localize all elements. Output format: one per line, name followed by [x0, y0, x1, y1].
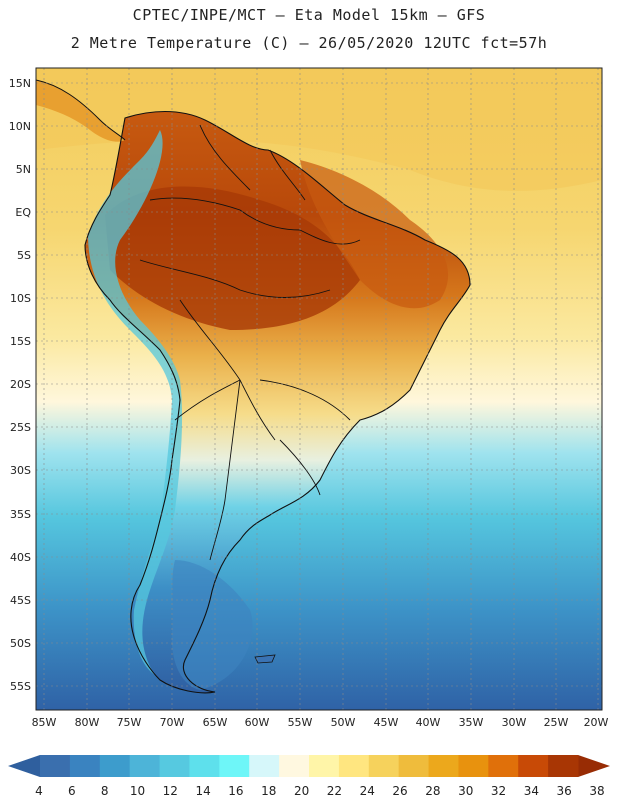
- lon-label: 60W: [245, 716, 270, 729]
- map-border: [35, 67, 603, 711]
- lat-label: 15S: [10, 335, 31, 348]
- colorbar-tick-label: 28: [425, 784, 440, 798]
- lon-label: 45W: [374, 716, 399, 729]
- lat-label: 25S: [10, 421, 31, 434]
- lon-label: 40W: [416, 716, 441, 729]
- colorbar-tick-label: 24: [360, 784, 375, 798]
- colorbar-swatch: [219, 755, 250, 777]
- map-title-line1: CPTEC/INPE/MCT – Eta Model 15km – GFS: [132, 6, 486, 24]
- colorbar-swatch: [279, 755, 310, 777]
- colorbar-swatch: [309, 755, 340, 777]
- colorbar-tick-label: 14: [195, 784, 210, 798]
- colorbar-high-arrow: [578, 755, 610, 777]
- colorbar-swatch: [99, 755, 131, 777]
- colorbar-low-arrow: [8, 755, 40, 777]
- map-title-line2: 2 Metre Temperature (C) – 26/05/2020 12U…: [70, 34, 548, 52]
- colorbar-tick-label: 10: [130, 784, 145, 798]
- lat-label: 5S: [17, 249, 31, 262]
- colorbar-swatch: [398, 755, 430, 777]
- lat-label: 50S: [10, 637, 31, 650]
- colorbar-tick-label: 6: [68, 784, 76, 798]
- colorbar-tick-label: 30: [458, 784, 473, 798]
- lon-label: 80W: [75, 716, 100, 729]
- lon-label: 70W: [160, 716, 185, 729]
- lon-label: 85W: [32, 716, 57, 729]
- colorbar-swatch: [249, 755, 280, 777]
- lon-label: 35W: [459, 716, 484, 729]
- graticule: [36, 68, 602, 710]
- map-frame: [36, 68, 602, 710]
- lon-label: 30W: [502, 716, 527, 729]
- colorbar-tick-label: 20: [294, 784, 309, 798]
- colorbar-swatch: [488, 755, 519, 777]
- lon-label: 25W: [544, 716, 569, 729]
- lat-label: 5N: [16, 163, 31, 176]
- colorbar-swatch: [40, 755, 71, 777]
- colorbar: 4 6 8 10 12 14 16 18 20 22 24 26 28 30 32 34 36 38: [8, 755, 610, 798]
- colorbar-swatch: [69, 755, 101, 777]
- lon-label: 50W: [331, 716, 356, 729]
- colorbar-tick-label: 34: [524, 784, 539, 798]
- colorbar-tick-label: 4: [35, 784, 43, 798]
- lat-label: 10N: [9, 120, 31, 133]
- lat-label: EQ: [15, 206, 31, 219]
- colorbar-swatch: [458, 755, 489, 777]
- lat-label: 40S: [10, 551, 31, 564]
- lon-label: 55W: [288, 716, 313, 729]
- colorbar-swatch: [338, 755, 370, 777]
- colorbar-swatch: [518, 755, 549, 777]
- colorbar-swatch: [189, 755, 220, 777]
- longitude-labels: 85W 80W 75W 70W 65W 60W 55W 50W 45W 40W …: [32, 716, 609, 729]
- colorbar-swatch: [159, 755, 190, 777]
- colorbar-tick-label: 18: [261, 784, 276, 798]
- colorbar-swatch: [368, 755, 400, 777]
- colorbar-tick-label: 38: [589, 784, 604, 798]
- lat-label: 45S: [10, 594, 31, 607]
- colorbar-swatch: [129, 755, 161, 777]
- lat-label: 30S: [10, 464, 31, 477]
- colorbar-tick-label: 26: [392, 784, 407, 798]
- colorbar-tick-label: 22: [327, 784, 342, 798]
- lat-label: 15N: [9, 77, 31, 90]
- colorbar-swatch: [428, 755, 459, 777]
- lat-label: 35S: [10, 508, 31, 521]
- colorbar-tick-label: 16: [228, 784, 243, 798]
- lon-label: 75W: [117, 716, 142, 729]
- colorbar-tick-label: 36: [557, 784, 572, 798]
- lat-label: 55S: [10, 680, 31, 693]
- latitude-labels: 15N 10N 5N EQ 5S 10S 15S 20S 25S 30S 35S…: [9, 77, 32, 693]
- lat-label: 20S: [10, 378, 31, 391]
- colorbar-tick-label: 12: [163, 784, 178, 798]
- lat-label: 10S: [10, 292, 31, 305]
- colorbar-tick-label: 32: [491, 784, 506, 798]
- lon-label: 65W: [203, 716, 228, 729]
- colorbar-tick-label: 8: [101, 784, 109, 798]
- lon-label: 20W: [584, 716, 609, 729]
- colorbar-swatch: [548, 755, 579, 777]
